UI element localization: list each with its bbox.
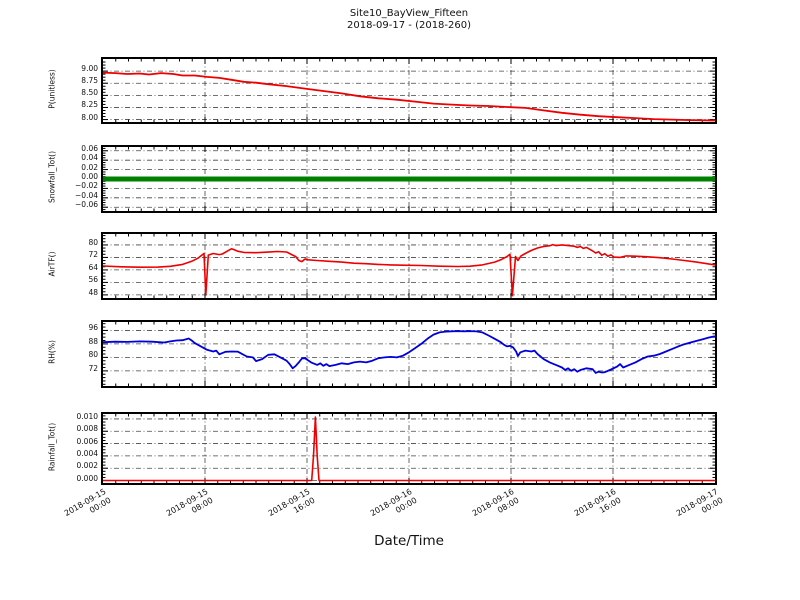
series-p [103, 71, 715, 122]
series-rainfall-tot [103, 416, 715, 482]
ytick-rainfall-tot: 0.004 [76, 448, 98, 458]
ytick-rh: 96 [88, 323, 98, 333]
plot-svg-rh [103, 322, 715, 386]
panel-rainfall-tot [101, 412, 717, 485]
ytick-snowfall-tot: −0.06 [75, 200, 98, 210]
ytick-rh: 72 [88, 363, 98, 373]
y-axis-label-p-unitless: P(unitless) [47, 68, 57, 109]
ytick-p-unitless: 8.50 [81, 88, 98, 98]
y-axis-label-rh: RH(%) [47, 340, 57, 364]
plot-svg-rainfall-tot [103, 414, 715, 483]
panel-p-unitless [101, 57, 717, 124]
series-rh [103, 330, 715, 374]
ytick-rh: 80 [88, 350, 98, 360]
ytick-rainfall-tot: 0.010 [76, 411, 98, 421]
ytick-p-unitless: 9.00 [81, 64, 98, 74]
ytick-rainfall-tot: 0.006 [76, 436, 98, 446]
y-axis-label-airtf: AirTF() [47, 251, 57, 277]
ytick-p-unitless: 8.25 [81, 100, 98, 110]
ytick-rainfall-tot: 0.008 [76, 424, 98, 434]
ytick-airtf: 56 [88, 275, 98, 285]
panel-snowfall-tot [101, 145, 717, 213]
ytick-airtf: 64 [88, 262, 98, 272]
ytick-p-unitless: 8.00 [81, 112, 98, 122]
ytick-p-unitless: 8.75 [81, 76, 98, 86]
chart-title-line2: 2018-09-17 - (2018-260) [346, 20, 472, 31]
y-axis-label-snowfall-tot: Snowfall_Tot() [47, 150, 57, 204]
plot-svg-p-unitless [103, 59, 715, 122]
series-airtf [103, 243, 715, 297]
ytick-snowfall-tot: 0.06 [81, 143, 98, 153]
ytick-snowfall-tot: −0.04 [75, 190, 98, 200]
chart-title-line1: Site10_BayView_Fifteen [349, 8, 469, 19]
ytick-snowfall-tot: 0.02 [81, 162, 98, 172]
x-axis-title: Date/Time [374, 533, 444, 549]
panel-rh [101, 320, 717, 388]
ytick-airtf: 48 [88, 287, 98, 297]
ytick-airtf: 80 [88, 237, 98, 247]
ytick-snowfall-tot: 0.04 [81, 153, 98, 163]
ytick-snowfall-tot: 0.00 [81, 172, 98, 181]
ytick-airtf: 72 [88, 250, 98, 260]
plot-svg-airtf [103, 234, 715, 298]
ytick-rainfall-tot: 0.000 [76, 473, 98, 483]
chart-title-block: Site10_BayView_Fifteen 2018-09-17 - (201… [103, 8, 715, 32]
ytick-rainfall-tot: 0.002 [76, 461, 98, 471]
plot-svg-snowfall-tot [103, 147, 715, 211]
y-axis-label-rainfall-tot: Rainfall_Tot() [47, 422, 57, 471]
ytick-snowfall-tot: −0.02 [75, 181, 98, 191]
ytick-rh: 88 [88, 336, 98, 346]
panel-airtf [101, 232, 717, 300]
